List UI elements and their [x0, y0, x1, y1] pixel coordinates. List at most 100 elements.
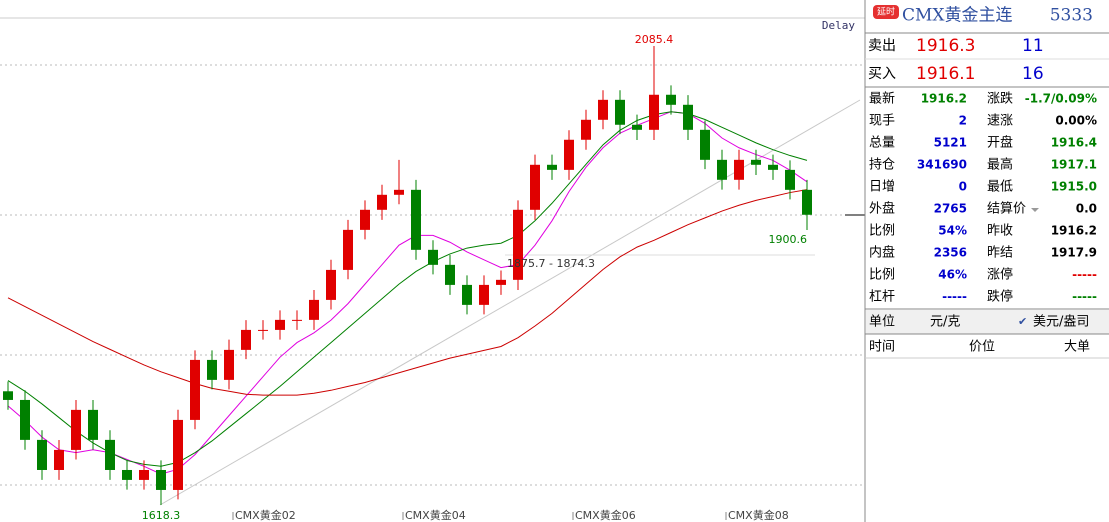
badge: [873, 5, 899, 19]
candle-body: [122, 469, 132, 480]
stat-label: 速涨: [987, 114, 1013, 129]
order-price: 1916.1: [916, 64, 975, 84]
order-label: 卖出: [868, 38, 896, 54]
last-low-label: 1900.6: [769, 233, 808, 246]
stat-value: 1917.1: [1051, 158, 1097, 172]
stat-label: 总量: [869, 136, 895, 151]
candle-body: [207, 359, 217, 380]
candle-body: [88, 409, 98, 440]
candle-body: [632, 124, 642, 130]
stat-label: 结算价: [987, 202, 1026, 217]
candle-body: [802, 189, 812, 215]
stat-value: 2765: [934, 202, 967, 216]
unit-option[interactable]: 元/克: [930, 315, 960, 330]
candle-body: [54, 449, 64, 470]
order-volume: 11: [1022, 36, 1044, 56]
candle-body: [445, 264, 455, 285]
stat-value: 2356: [934, 246, 967, 260]
order-price: 1916.3: [916, 36, 975, 56]
stat-label: 杠杆: [869, 289, 895, 305]
tick-header: 时间: [869, 340, 895, 355]
stat-value: 1916.4: [1051, 136, 1097, 150]
candle-body: [564, 139, 574, 170]
candle-body: [224, 349, 234, 380]
stat-value: 2: [959, 114, 967, 128]
stat-value: 1916.2: [1051, 224, 1097, 238]
candle-body: [428, 249, 438, 265]
candle-body: [360, 209, 370, 230]
stat-value: 0: [959, 180, 967, 194]
candle-body: [190, 359, 200, 420]
stat-label: 比例: [869, 224, 895, 239]
candle-body: [139, 469, 149, 480]
candle-body: [156, 469, 166, 490]
instrument-code: 5333: [1050, 6, 1093, 26]
candle-body: [377, 194, 387, 210]
candle-body: [513, 209, 523, 280]
stat-value: -----: [942, 290, 967, 304]
stat-value: -----: [1072, 268, 1097, 282]
stat-value: 54%: [938, 224, 967, 238]
stat-label: 内盘: [869, 245, 895, 261]
unit-row: [866, 310, 1109, 334]
candle-body: [751, 159, 761, 165]
candle-body: [309, 299, 319, 320]
x-tick-label: CMX黄金08: [728, 508, 789, 522]
stat-label: 开盘: [987, 135, 1013, 151]
stat-value: 0.00%: [1055, 114, 1097, 128]
stat-value: 1917.9: [1051, 246, 1097, 260]
stat-value: 1915.0: [1051, 180, 1097, 194]
candle-body: [462, 284, 472, 305]
candle-body: [581, 119, 591, 140]
plot: CMX黄金02 CMX黄金04 CMX黄金06 CMX黄金08 2085.4 1618.3…: [3, 33, 812, 522]
delay-label: Delay: [822, 19, 855, 32]
candle-body: [530, 164, 540, 210]
candle-body: [326, 269, 336, 300]
order-label: 买入: [868, 66, 896, 82]
candle-body: [105, 439, 115, 470]
candle-body: [394, 189, 404, 195]
stat-label: 涨停: [987, 267, 1013, 283]
x-tick-label: CMX黄金06: [575, 508, 636, 522]
candle-body: [20, 399, 30, 440]
stat-value: -----: [1072, 290, 1097, 304]
candle-body: [615, 99, 625, 125]
candle-body: [683, 104, 693, 130]
dropdown-arrow[interactable]: [1031, 208, 1039, 212]
candle-body: [768, 164, 778, 170]
moving-average: [7, 111, 808, 467]
candle-body: [496, 279, 506, 285]
stat-value: -1.7/0.09%: [1025, 92, 1097, 106]
quote-panel: 延时 CMX黄金主连 5333 卖出 1916.3 11 买入 1916.1 16 最新 19…: [865, 5, 1109, 359]
max-label: 2085.4: [635, 33, 674, 46]
candle-body: [37, 439, 47, 470]
candle-body: [275, 319, 285, 330]
candle-body: [666, 94, 676, 105]
candle-body: [258, 329, 268, 331]
stat-value: 0.0: [1076, 202, 1097, 216]
stat-label: 日增: [869, 180, 895, 195]
unit-option[interactable]: 美元/盎司: [1033, 315, 1089, 330]
stat-label: 比例: [869, 268, 895, 283]
stat-label: 昨结: [987, 246, 1013, 261]
stat-value: 5121: [934, 136, 967, 150]
stat-value: 46%: [938, 268, 967, 282]
candle-body: [71, 409, 81, 450]
stat-label: 最高: [987, 157, 1013, 173]
candle-body: [547, 164, 557, 170]
candle-body: [700, 129, 710, 160]
candle-body: [241, 329, 251, 350]
tick-header: 大单: [1064, 340, 1090, 355]
candle-body: [717, 159, 727, 180]
range-label: 1875.7 - 1874.3: [507, 257, 595, 270]
candle-body: [3, 391, 13, 400]
stat-value: 1916.2: [921, 92, 967, 106]
candle-body: [649, 94, 659, 130]
min-label: 1618.3: [142, 509, 181, 522]
order-volume: 16: [1022, 64, 1044, 84]
tick-header: 价位: [969, 340, 995, 355]
stat-label: 昨收: [987, 224, 1013, 239]
stat-label: 外盘: [869, 201, 895, 217]
candle-body: [734, 159, 744, 180]
